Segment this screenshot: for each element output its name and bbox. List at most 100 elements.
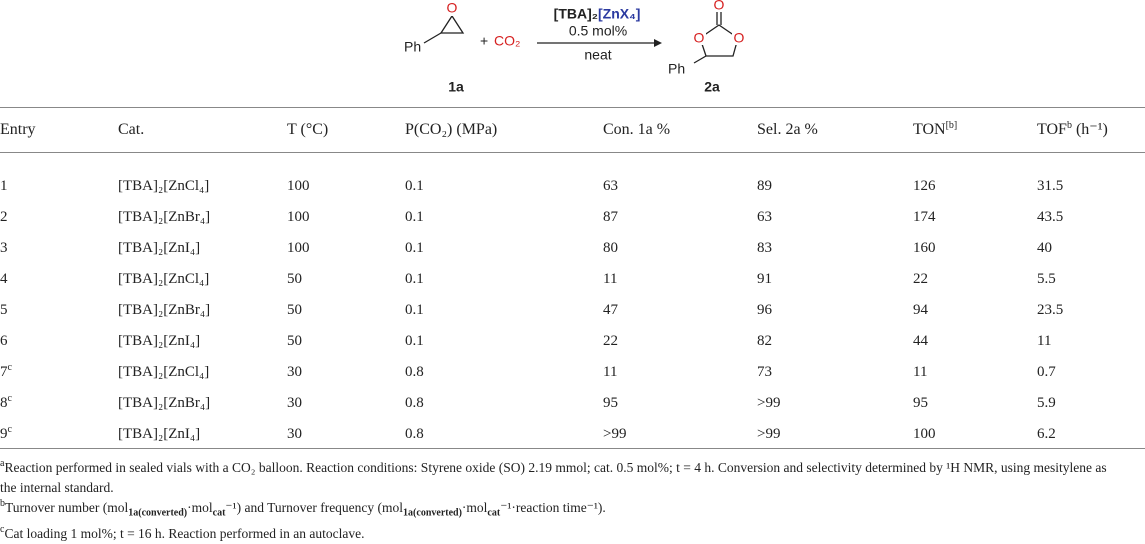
cell-text: 0.1 <box>405 271 424 287</box>
table-cell: 100 <box>913 425 936 443</box>
table-cell: 96 <box>757 301 772 319</box>
cell-text: 100 <box>287 209 310 225</box>
table-cell: 94 <box>913 301 928 319</box>
table-cell: [TBA]₂[ZnBr₄] <box>118 208 210 226</box>
table-cell: 100 <box>287 177 310 195</box>
cell-text: [TBA]₂[ZnI₄] <box>118 333 201 349</box>
product-oxygen: O <box>734 30 745 46</box>
cell-text: 31.5 <box>1037 178 1064 194</box>
footnote-mark: b <box>0 498 5 509</box>
table-cell: 43.5 <box>1037 208 1063 226</box>
table-cell: 100 <box>287 208 310 226</box>
bottom-rule <box>0 448 1145 449</box>
table-cell: [TBA]₂[ZnCl₄] <box>118 270 209 288</box>
cell-text: >99 <box>603 426 627 442</box>
reaction-scheme: Ph O 1a + CO₂ [TBA]₂ [ZnX₄] 0.5 mol% nea… <box>404 0 745 95</box>
table-cell: >99 <box>757 394 780 412</box>
column-header: Entry <box>0 121 36 139</box>
table-cell: 30 <box>287 363 302 381</box>
table-cell: 73 <box>757 363 772 381</box>
subscript: cat <box>487 507 501 519</box>
table-cell: [TBA]₂[ZnI₄] <box>118 239 200 257</box>
column-header: TOFb (h⁻¹) <box>1037 121 1108 139</box>
cell-text: 0.8 <box>405 364 424 380</box>
table-cell: 6.2 <box>1037 425 1056 443</box>
cell-text: 11 <box>913 364 928 380</box>
column-header: Cat. <box>118 121 144 139</box>
table-cell: 8c <box>0 394 12 412</box>
cell-text: 50 <box>287 271 302 287</box>
cell-text: 2 <box>0 209 8 225</box>
table-cell: 0.8 <box>405 363 424 381</box>
subscript: 1a(converted) <box>403 507 462 519</box>
table-cell: 0.1 <box>405 208 424 226</box>
cell-text: 7 <box>0 364 8 380</box>
footnote: aReaction performed in sealed vials with… <box>0 458 1120 498</box>
table-cell: 126 <box>913 177 936 195</box>
conditions: neat <box>584 47 611 63</box>
footnote-text: ⁻¹) and Turnover frequency (mol <box>225 500 404 515</box>
table-cell: 95 <box>603 394 618 412</box>
table-cell: 82 <box>757 332 772 350</box>
table-cell: [TBA]₂[ZnBr₄] <box>118 301 210 319</box>
footnote-text: ·mol <box>187 500 213 515</box>
subscript: cat <box>212 507 226 519</box>
header-note: b <box>1066 120 1072 131</box>
table-cell: 2 <box>0 208 8 226</box>
cell-text: [TBA]₂[ZnCl₄] <box>118 364 210 380</box>
table-cell: 63 <box>603 177 618 195</box>
table-cell: [TBA]₂[ZnBr₄] <box>118 394 210 412</box>
table-cell: 174 <box>913 208 936 226</box>
footnote-text: ·mol <box>461 500 488 515</box>
table-cell: 95 <box>913 394 928 412</box>
table-cell: 3 <box>0 239 8 257</box>
table-cell: [TBA]₂[ZnI₄] <box>118 332 200 350</box>
table-cell: 5 <box>0 301 8 319</box>
column-header: TON[b] <box>913 121 957 139</box>
table-cell: 0.1 <box>405 270 424 288</box>
column-header: T (°C) <box>287 121 328 139</box>
cell-text: [TBA]₂[ZnBr₄] <box>118 209 211 225</box>
cell-text: 0.7 <box>1037 364 1056 380</box>
header-text: P(CO₂) (MPa) <box>405 121 498 138</box>
product-oxygen: O <box>694 30 705 46</box>
loading: 0.5 mol% <box>569 23 627 39</box>
reactant-oxygen: O <box>447 0 458 16</box>
cell-text: 174 <box>913 209 936 225</box>
table-cell: [TBA]₂[ZnCl₄] <box>118 363 209 381</box>
co2: CO₂ <box>494 33 520 49</box>
table-cell: 0.1 <box>405 332 424 350</box>
table-cell: 1 <box>0 177 8 195</box>
cell-text: 73 <box>757 364 772 380</box>
header-text: Con. 1a % <box>603 121 671 138</box>
header-text: TOF <box>1037 121 1067 138</box>
cell-text: 82 <box>757 333 772 349</box>
table-cell: 50 <box>287 301 302 319</box>
cell-text: 5.9 <box>1037 395 1056 411</box>
table-cell: 0.1 <box>405 177 424 195</box>
cell-text: 44 <box>913 333 928 349</box>
cell-text: 91 <box>757 271 772 287</box>
product-substituent: Ph <box>668 61 685 77</box>
cell-text: 100 <box>287 178 310 194</box>
catalyst-anion: [ZnX₄] <box>598 6 640 22</box>
table-cell: 0.8 <box>405 394 424 412</box>
cell-text: 0.1 <box>405 302 424 318</box>
cell-text: [TBA]₂[ZnBr₄] <box>118 395 211 411</box>
header-text: Sel. 2a % <box>757 121 818 138</box>
cell-text: 89 <box>757 178 772 194</box>
column-header: P(CO₂) (MPa) <box>405 121 497 139</box>
footnote-mark: a <box>0 458 5 469</box>
table-cell: 30 <box>287 394 302 412</box>
table-cell: 31.5 <box>1037 177 1063 195</box>
table-cell: [TBA]₂[ZnCl₄] <box>118 177 209 195</box>
cell-text: 160 <box>913 240 936 256</box>
table-cell: 11 <box>1037 332 1051 350</box>
table-cell: [TBA]₂[ZnI₄] <box>118 425 200 443</box>
table-cell: 47 <box>603 301 618 319</box>
cell-text: 30 <box>287 364 302 380</box>
entry-note: c <box>7 362 12 373</box>
cell-text: 94 <box>913 302 928 318</box>
plus: + <box>480 33 488 49</box>
table-cell: 0.1 <box>405 301 424 319</box>
